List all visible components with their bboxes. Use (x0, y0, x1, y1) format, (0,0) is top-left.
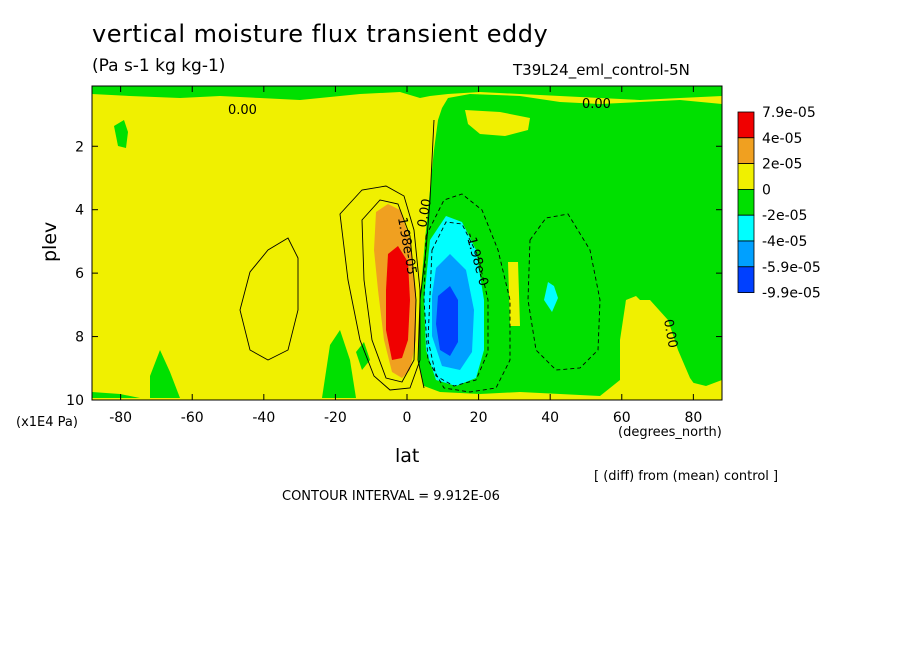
chart-subtitle: (Pa s-1 kg kg-1) (92, 56, 226, 76)
legend-label: 0 (762, 182, 771, 198)
contour-negative-east (527, 213, 601, 371)
field-positive-red (386, 246, 410, 360)
legend-label: -9.9e-05 (762, 286, 821, 302)
contour-label-1: 0.00 (228, 103, 257, 118)
x-tick-label: -20 (324, 410, 347, 426)
y-tick-label: 8 (75, 330, 84, 346)
run-label: T39L24_eml_control-5N (513, 61, 690, 79)
contour-negative-inner (427, 221, 489, 387)
legend-label: -4e-05 (762, 234, 807, 250)
x-tick-label: 40 (541, 410, 559, 426)
y-axis-title: plev (39, 222, 61, 262)
legend-label: -5.9e-05 (762, 260, 821, 276)
legend-swatch (737, 214, 755, 242)
contour-interval: CONTOUR INTERVAL = 9.912E-06 (282, 489, 500, 504)
contour-label-6: 0.00 (660, 318, 680, 349)
legend-label: -2e-05 (762, 208, 807, 224)
legend-swatch (737, 163, 755, 190)
field-negative-east (418, 94, 722, 396)
x-tick-label: -40 (252, 410, 275, 426)
legend-swatch (737, 266, 755, 293)
x-tick-label: 20 (470, 410, 488, 426)
y-tick-label: 2 (75, 139, 84, 155)
legend-label: 2e-05 (762, 157, 802, 173)
field-negative-blob-2 (150, 350, 180, 398)
x-tick-label: 0 (403, 410, 412, 426)
y-axis-unit: (x1E4 Pa) (16, 415, 78, 430)
legend-label: 7.9e-05 (762, 105, 816, 121)
comparison-note: [ (diff) from (mean) control ] (594, 469, 779, 484)
x-tick-label: -80 (109, 410, 132, 426)
field-negative-blue (436, 286, 458, 356)
chart-title: vertical moisture flux transient eddy (92, 20, 549, 48)
contour-positive-outer (339, 185, 421, 391)
x-tick-label: 60 (613, 410, 631, 426)
legend-swatch (737, 188, 755, 216)
y-tick-label: 6 (75, 266, 84, 282)
legend-swatch (737, 137, 755, 165)
field-positive-east (622, 300, 706, 398)
field-negative-blob-4 (356, 342, 370, 370)
legend-swatch (737, 111, 755, 139)
contour-positive-mid (361, 199, 417, 383)
field-negative-blob-5 (92, 392, 140, 398)
y-tick-label: 10 (66, 393, 84, 409)
x-axis-label: lat (395, 445, 420, 467)
legend-swatch (737, 240, 755, 268)
field-negative-blob-3 (322, 330, 356, 398)
field-positive-patch (465, 110, 530, 136)
field-negative-top (92, 86, 722, 100)
contour-label-4: 0.00 (415, 198, 435, 229)
field-positive-strip (508, 262, 520, 326)
plot-area (91, 85, 723, 401)
contour-negative-lines (423, 193, 601, 393)
field-negative-blob-1 (114, 120, 128, 148)
x-tick-label: 80 (684, 410, 702, 426)
contour-positive-west (239, 237, 299, 361)
field-negative-cyan-blob (544, 282, 558, 312)
y-tick-label: 4 (75, 203, 84, 219)
x-tick-label: -60 (181, 410, 204, 426)
axes: -80 -60 -40 -20 0 20 40 60 80 2 4 6 8 10 (66, 86, 722, 426)
x-axis-unit: (degrees_north) (618, 425, 722, 440)
contour-negative-outer (423, 193, 511, 393)
legend-label: 4e-05 (762, 131, 802, 147)
legend: 7.9e-05 4e-05 2e-05 0 -2e-05 -4e-05 -5.9e-05 -9… (737, 105, 821, 302)
contour-label-2: 0.00 (582, 97, 611, 112)
